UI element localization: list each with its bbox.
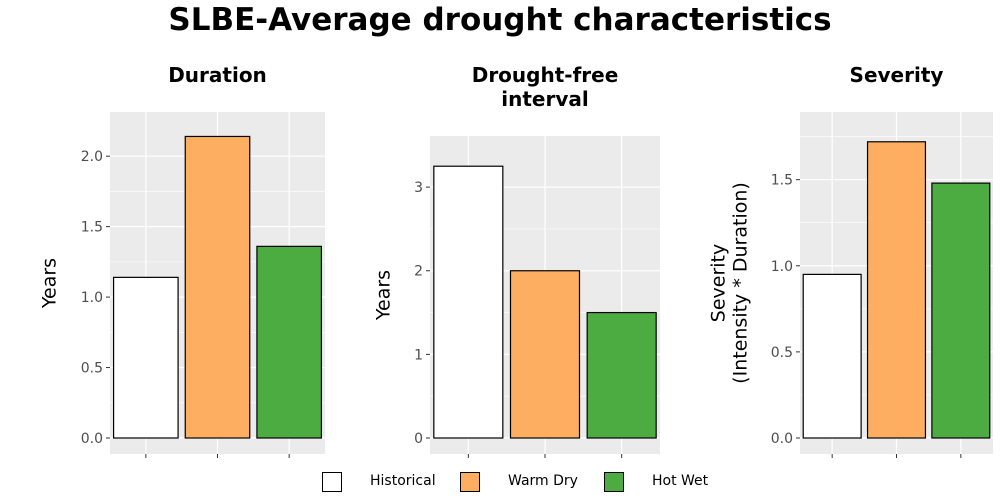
chart-2-bar-historical: [433, 165, 504, 439]
chart-1-bar-warm-dry: [184, 135, 251, 439]
chart-3-y-tick-label: 1.0: [771, 259, 793, 275]
chart-3-bar-hot-wet: [931, 182, 991, 439]
chart-2-bar-warm-dry: [509, 270, 581, 439]
legend-key-hot-wet: [604, 472, 624, 492]
chart-3-title: Severity: [850, 63, 944, 87]
chart-3-y-tick-label: 1.5: [771, 173, 793, 189]
chart-1-y-tick-label: 0.0: [81, 431, 103, 447]
legend-label-hot-wet: Hot Wet: [652, 473, 709, 489]
chart-2-y-tick-label: 3: [414, 180, 423, 196]
chart-1-title: Duration: [168, 63, 267, 87]
legend-label-warm-dry: Warm Dry: [508, 473, 578, 489]
chart-3-y-tick-label: 0.5: [771, 345, 793, 361]
legend: Historical Warm Dry Hot Wet: [0, 466, 1000, 498]
legend-key-warm-dry: [460, 472, 480, 492]
chart-1-y-tick-label: 1.5: [81, 220, 103, 236]
charts-canvas: 0.0 0.5 1.0 1.5 2.0 Duration Years 0 1 2 3 Drought-…: [39, 63, 993, 458]
chart-1-y-tick-label: 0.5: [81, 361, 103, 377]
chart-2-y-tick-label: 2: [414, 264, 423, 280]
chart-3-bar-warm-dry: [866, 141, 927, 439]
main-title: SLBE-Average drought characteristics: [168, 2, 832, 38]
chart-2-bar-hot-wet: [586, 311, 657, 439]
chart-3-y-axis-label: (Intensity * Duration): [730, 182, 752, 384]
chart-3-y-axis-label: Severity: [708, 244, 730, 322]
chart-2-title: interval: [501, 87, 588, 111]
chart-1-y-tick-label: 2.0: [81, 149, 103, 165]
chart-1-bar-hot-wet: [256, 245, 323, 439]
chart-1-y-tick-label: 1.0: [81, 290, 103, 306]
chart-2-y-axis-label: Years: [373, 270, 395, 321]
chart-3-y-tick-label: 0.0: [771, 431, 793, 447]
chart-1-bar-historical: [112, 276, 179, 439]
legend-key-historical: [322, 472, 342, 492]
chart-2-title: Drought-free: [472, 63, 619, 87]
chart-1-y-axis-label: Years: [39, 258, 61, 309]
chart-3-bar-historical: [802, 273, 862, 439]
chart-2-y-tick-label: 1: [414, 347, 423, 363]
chart-2-y-tick-label: 0: [414, 431, 423, 447]
legend-label-historical: Historical: [370, 473, 436, 489]
